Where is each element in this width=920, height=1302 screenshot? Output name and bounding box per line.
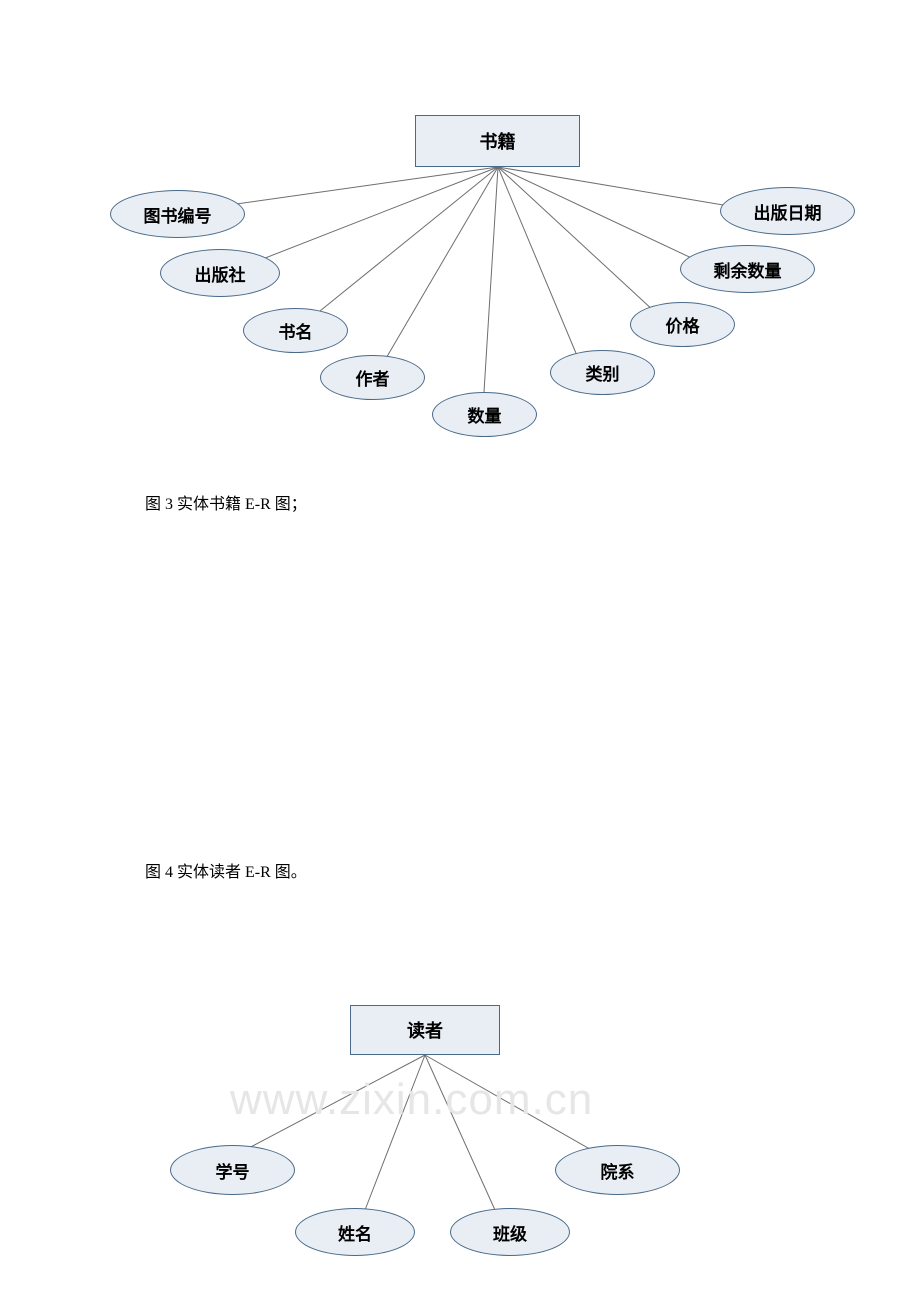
attribute-title-label: 书名: [279, 318, 313, 343]
entity-reader-label: 读者: [407, 1017, 443, 1043]
attribute-dept-label: 院系: [601, 1158, 635, 1183]
attribute-quantity: 数量: [432, 392, 537, 437]
er-diagram-book: 书籍 图书编号出版社书名作者数量 类别 价格 剩余数量 出版日期: [0, 0, 920, 460]
attribute-book-id-label: 图书编号: [144, 202, 212, 227]
attribute-class-label: 班级: [493, 1220, 527, 1245]
entity-book: 书籍: [415, 115, 580, 167]
attribute-remain: 剩余数量: [680, 245, 815, 293]
attribute-category: 类别: [550, 350, 655, 395]
attribute-remain-label: 剩余数量: [714, 257, 782, 282]
attribute-category-label: 类别: [586, 360, 620, 385]
attribute-author-label: 作者: [356, 365, 390, 390]
attribute-book-id: 图书编号: [110, 190, 245, 238]
attribute-pubdate: 出版日期: [720, 187, 855, 235]
entity-reader: 读者: [350, 1005, 500, 1055]
entity-book-label: 书籍: [480, 128, 516, 154]
attribute-quantity-label: 数量: [468, 402, 502, 427]
attribute-publisher-label: 出版社: [195, 261, 246, 286]
attribute-name: 姓名: [295, 1208, 415, 1256]
er-diagram-reader: www.zixin.com.cn 读者 学号姓名 班级 院系: [0, 460, 920, 1280]
attribute-class: 班级: [450, 1208, 570, 1256]
attribute-price-label: 价格: [666, 312, 700, 337]
attribute-price: 价格: [630, 302, 735, 347]
attribute-student-id: 学号: [170, 1145, 295, 1195]
attribute-title: 书名: [243, 308, 348, 353]
watermark: www.zixin.com.cn: [230, 1075, 593, 1125]
watermark-text: www.zixin.com.cn: [230, 1075, 593, 1124]
attribute-publisher: 出版社: [160, 249, 280, 297]
attribute-author: 作者: [320, 355, 425, 400]
attribute-pubdate-label: 出版日期: [754, 199, 822, 224]
connectors-reader: [0, 460, 920, 1280]
attribute-dept: 院系: [555, 1145, 680, 1195]
caption-figure-4: 图 4 实体读者 E-R 图。: [145, 858, 307, 882]
attribute-student-id-label: 学号: [216, 1158, 250, 1183]
attribute-name-label: 姓名: [338, 1220, 372, 1245]
caption-figure-4-text: 图 4 实体读者 E-R 图。: [145, 864, 307, 881]
